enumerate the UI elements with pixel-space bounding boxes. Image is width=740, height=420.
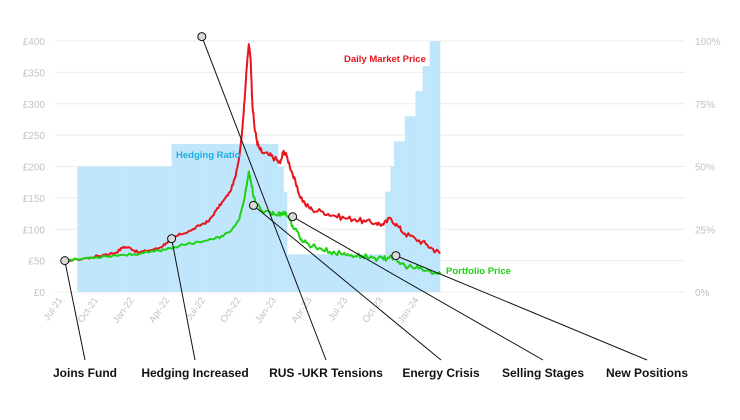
y-tick-label: £150 [23,194,46,205]
x-tick-label: Jul-22 [184,295,208,323]
daily-market-price-line [62,43,441,263]
y-tick-label: £400 [23,37,46,48]
hedging-ratio-bar [415,91,423,292]
hedging-ratio-bar [390,166,395,292]
annotation-marker [248,200,258,210]
x-tick-label: Oct-23 [360,295,385,325]
y-tick-label: £0 [34,288,46,299]
annotation-marker [391,251,401,261]
hedging-ratio-bar [287,254,295,292]
hedging-ratio-bars [77,41,441,292]
hedging-ratio-bar [262,143,279,292]
hedging-ratio-bar [171,143,206,292]
y-tick-label: £300 [23,100,46,111]
x-axis: Jul-21 Oct-21 Jan-22 Apr-22 Jul-22 Oct-22 Jan-… [42,295,422,325]
annotation-marker [167,234,177,244]
annotation-label: Energy Crisis [402,366,480,380]
x-tick-label: Apr-22 [147,295,172,325]
annotation-leader [253,205,442,361]
hedging-ratio-bar [127,166,172,292]
hedging-ratio-bar [422,66,430,292]
y-tick-label: £50 [28,257,45,268]
annotation-label: RUS -UKR Tensions [269,366,383,380]
annotation-leader [201,36,327,361]
portfolio-price-label: Portfolio Price [446,266,511,277]
hedging-ratio-bar [278,166,284,292]
x-tick-label: Jan-23 [253,295,279,325]
annotation-marker [288,212,298,222]
market-price-label: Daily Market Price [344,54,426,65]
hedging-ratio-bar [394,141,405,292]
annotation-label: Selling Stages [502,366,584,380]
annotation-leader [395,255,648,361]
annotation-label: Hedging Increased [141,366,248,380]
y2-tick-label: 50% [695,163,715,174]
hedging-ratio-bar [385,191,391,292]
annotation-label: Joins Fund [53,366,117,380]
annotation-leader [171,238,196,361]
y2-tick-label: 75% [695,100,715,111]
y-tick-label: £350 [23,68,46,79]
annotation-leader [64,260,86,361]
annotation-marker [197,32,207,42]
annotation-marker [60,256,70,266]
y-tick-label: £250 [23,131,46,142]
x-tick-label: Jan-24 [396,295,422,325]
annotations: Joins Fund Hedging Increased RUS -UKR Tens… [53,32,688,380]
hedging-ratio-label: Hedging Ratio [176,150,241,161]
y-axis-left: £0 £50 £100 £150 £200 £250 £300 £350 £400 [23,37,46,299]
x-tick-label: Oct-21 [76,295,101,325]
y-axis-right: 0% 25% 50% 75% 100% [695,37,721,299]
x-tick-label: Jan-22 [111,295,137,325]
annotation-label: New Positions [606,366,688,380]
hedging-ratio-bar [77,166,128,292]
x-tick-label: Jul-21 [42,295,66,323]
y-tick-label: £200 [23,163,46,174]
x-tick-label: Jul-23 [326,295,350,323]
y2-tick-label: 0% [695,288,710,299]
y2-tick-label: 100% [695,37,721,48]
hedging-ratio-bar [205,143,263,292]
y2-tick-label: 25% [695,225,715,236]
y-tick-label: £100 [23,225,46,236]
hedging-ratio-bar [429,41,441,292]
hedging-ratio-bar [404,116,416,292]
hedging-ratio-bar [283,191,288,292]
hedging-ratio-bar [294,254,386,292]
x-tick-label: Oct-22 [218,295,243,325]
annotation-leader [292,216,544,361]
